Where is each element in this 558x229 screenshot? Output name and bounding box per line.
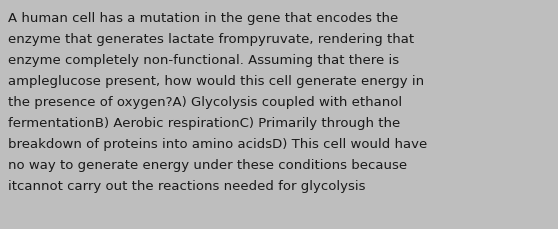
Text: A human cell has a mutation in the gene that encodes the: A human cell has a mutation in the gene … (8, 12, 398, 25)
Text: fermentationB) Aerobic respirationC) Primarily through the: fermentationB) Aerobic respirationC) Pri… (8, 117, 400, 129)
Text: ampleglucose present, how would this cell generate energy in: ampleglucose present, how would this cel… (8, 75, 424, 88)
Text: no way to generate energy under these conditions because: no way to generate energy under these co… (8, 158, 407, 171)
Text: the presence of oxygen?A) Glycolysis coupled with ethanol: the presence of oxygen?A) Glycolysis cou… (8, 95, 402, 109)
Text: enzyme that generates lactate frompyruvate, rendering that: enzyme that generates lactate frompyruva… (8, 33, 414, 46)
Text: breakdown of proteins into amino acidsD) This cell would have: breakdown of proteins into amino acidsD)… (8, 137, 427, 150)
Text: itcannot carry out the reactions needed for glycolysis: itcannot carry out the reactions needed … (8, 179, 365, 192)
Text: enzyme completely non-functional. Assuming that there is: enzyme completely non-functional. Assumi… (8, 54, 399, 67)
